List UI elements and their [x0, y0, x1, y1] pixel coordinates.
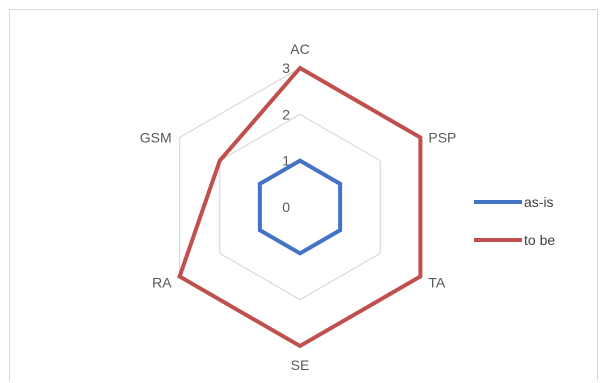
grid-ring-2 — [219, 113, 381, 301]
category-label-psp: PSP — [428, 130, 456, 146]
category-label-se: SE — [291, 357, 310, 373]
radar-grid — [179, 67, 421, 347]
series-line-to-be — [177, 65, 423, 349]
category-label-ra: RA — [152, 275, 172, 291]
grid-ring-1 — [259, 159, 341, 255]
series-lines — [177, 65, 423, 349]
category-label-ac: AC — [290, 41, 309, 57]
radial-tick-labels: 0 1 2 3 — [282, 60, 290, 215]
tick-label-3: 3 — [282, 60, 290, 76]
legend-label-to-be: to be — [524, 232, 555, 248]
category-label-ta: TA — [428, 275, 446, 291]
tick-label-1: 1 — [282, 153, 290, 169]
category-labels: AC PSP TA SE RA GSM — [140, 41, 457, 373]
grid-ring-3 — [179, 67, 421, 347]
category-label-gsm: GSM — [140, 130, 172, 146]
tick-label-0: 0 — [282, 199, 290, 215]
legend: as-is to be — [474, 194, 555, 248]
series-line-as-is — [257, 158, 343, 256]
legend-label-as-is: as-is — [524, 194, 554, 210]
tick-label-2: 2 — [282, 106, 290, 122]
